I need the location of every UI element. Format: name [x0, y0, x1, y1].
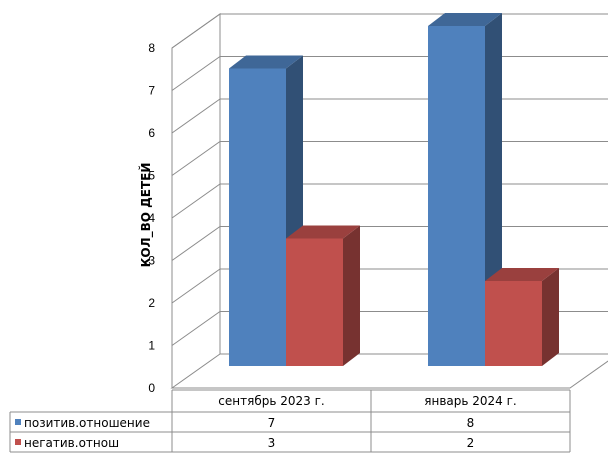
legend-entry: позитив.отношение [24, 416, 150, 430]
bar-top [485, 268, 559, 281]
bar [485, 268, 559, 366]
bar-front [229, 68, 286, 366]
y-axis-ticks: 0 1 2 3 4 5 6 7 8 [148, 41, 155, 395]
data-label: 8 [467, 416, 475, 430]
y-tick-label: 5 [148, 169, 155, 183]
legend-swatch [15, 419, 21, 425]
bars [229, 13, 559, 366]
bar-top [229, 55, 303, 69]
y-tick-label: 0 [148, 381, 155, 395]
bar-top [286, 225, 360, 239]
data-table: сентябрь 2023 г. январь 2024 г. позитив.от… [9, 389, 571, 453]
y-tick-label: 3 [148, 254, 155, 268]
legend-entry: негатив.отнош [24, 436, 119, 450]
y-axis-title: КОЛ_ВО ДЕТЕЙ [138, 163, 154, 268]
bar-front [485, 281, 542, 366]
data-label: 7 [268, 416, 276, 430]
bar-front [286, 238, 343, 366]
y-tick-label: 8 [148, 41, 155, 55]
y-tick-label: 2 [148, 296, 155, 310]
gridline [171, 13, 608, 49]
bar [286, 225, 360, 366]
bar-side [542, 268, 559, 366]
bar-top [428, 13, 502, 26]
y-tick-label: 7 [148, 84, 155, 98]
y-tick-label: 1 [148, 339, 155, 353]
y-tick-label: 6 [148, 126, 155, 140]
x-tick-label: январь 2024 г. [424, 394, 516, 408]
legend-swatch [15, 439, 21, 445]
bar-front [428, 26, 485, 366]
bar [428, 13, 502, 366]
bar-side [343, 225, 360, 366]
y-tick-label: 4 [148, 211, 155, 225]
bar [229, 55, 303, 366]
x-tick-label: сентябрь 2023 г. [218, 394, 324, 408]
data-label: 2 [467, 436, 475, 450]
data-label: 3 [268, 436, 276, 450]
